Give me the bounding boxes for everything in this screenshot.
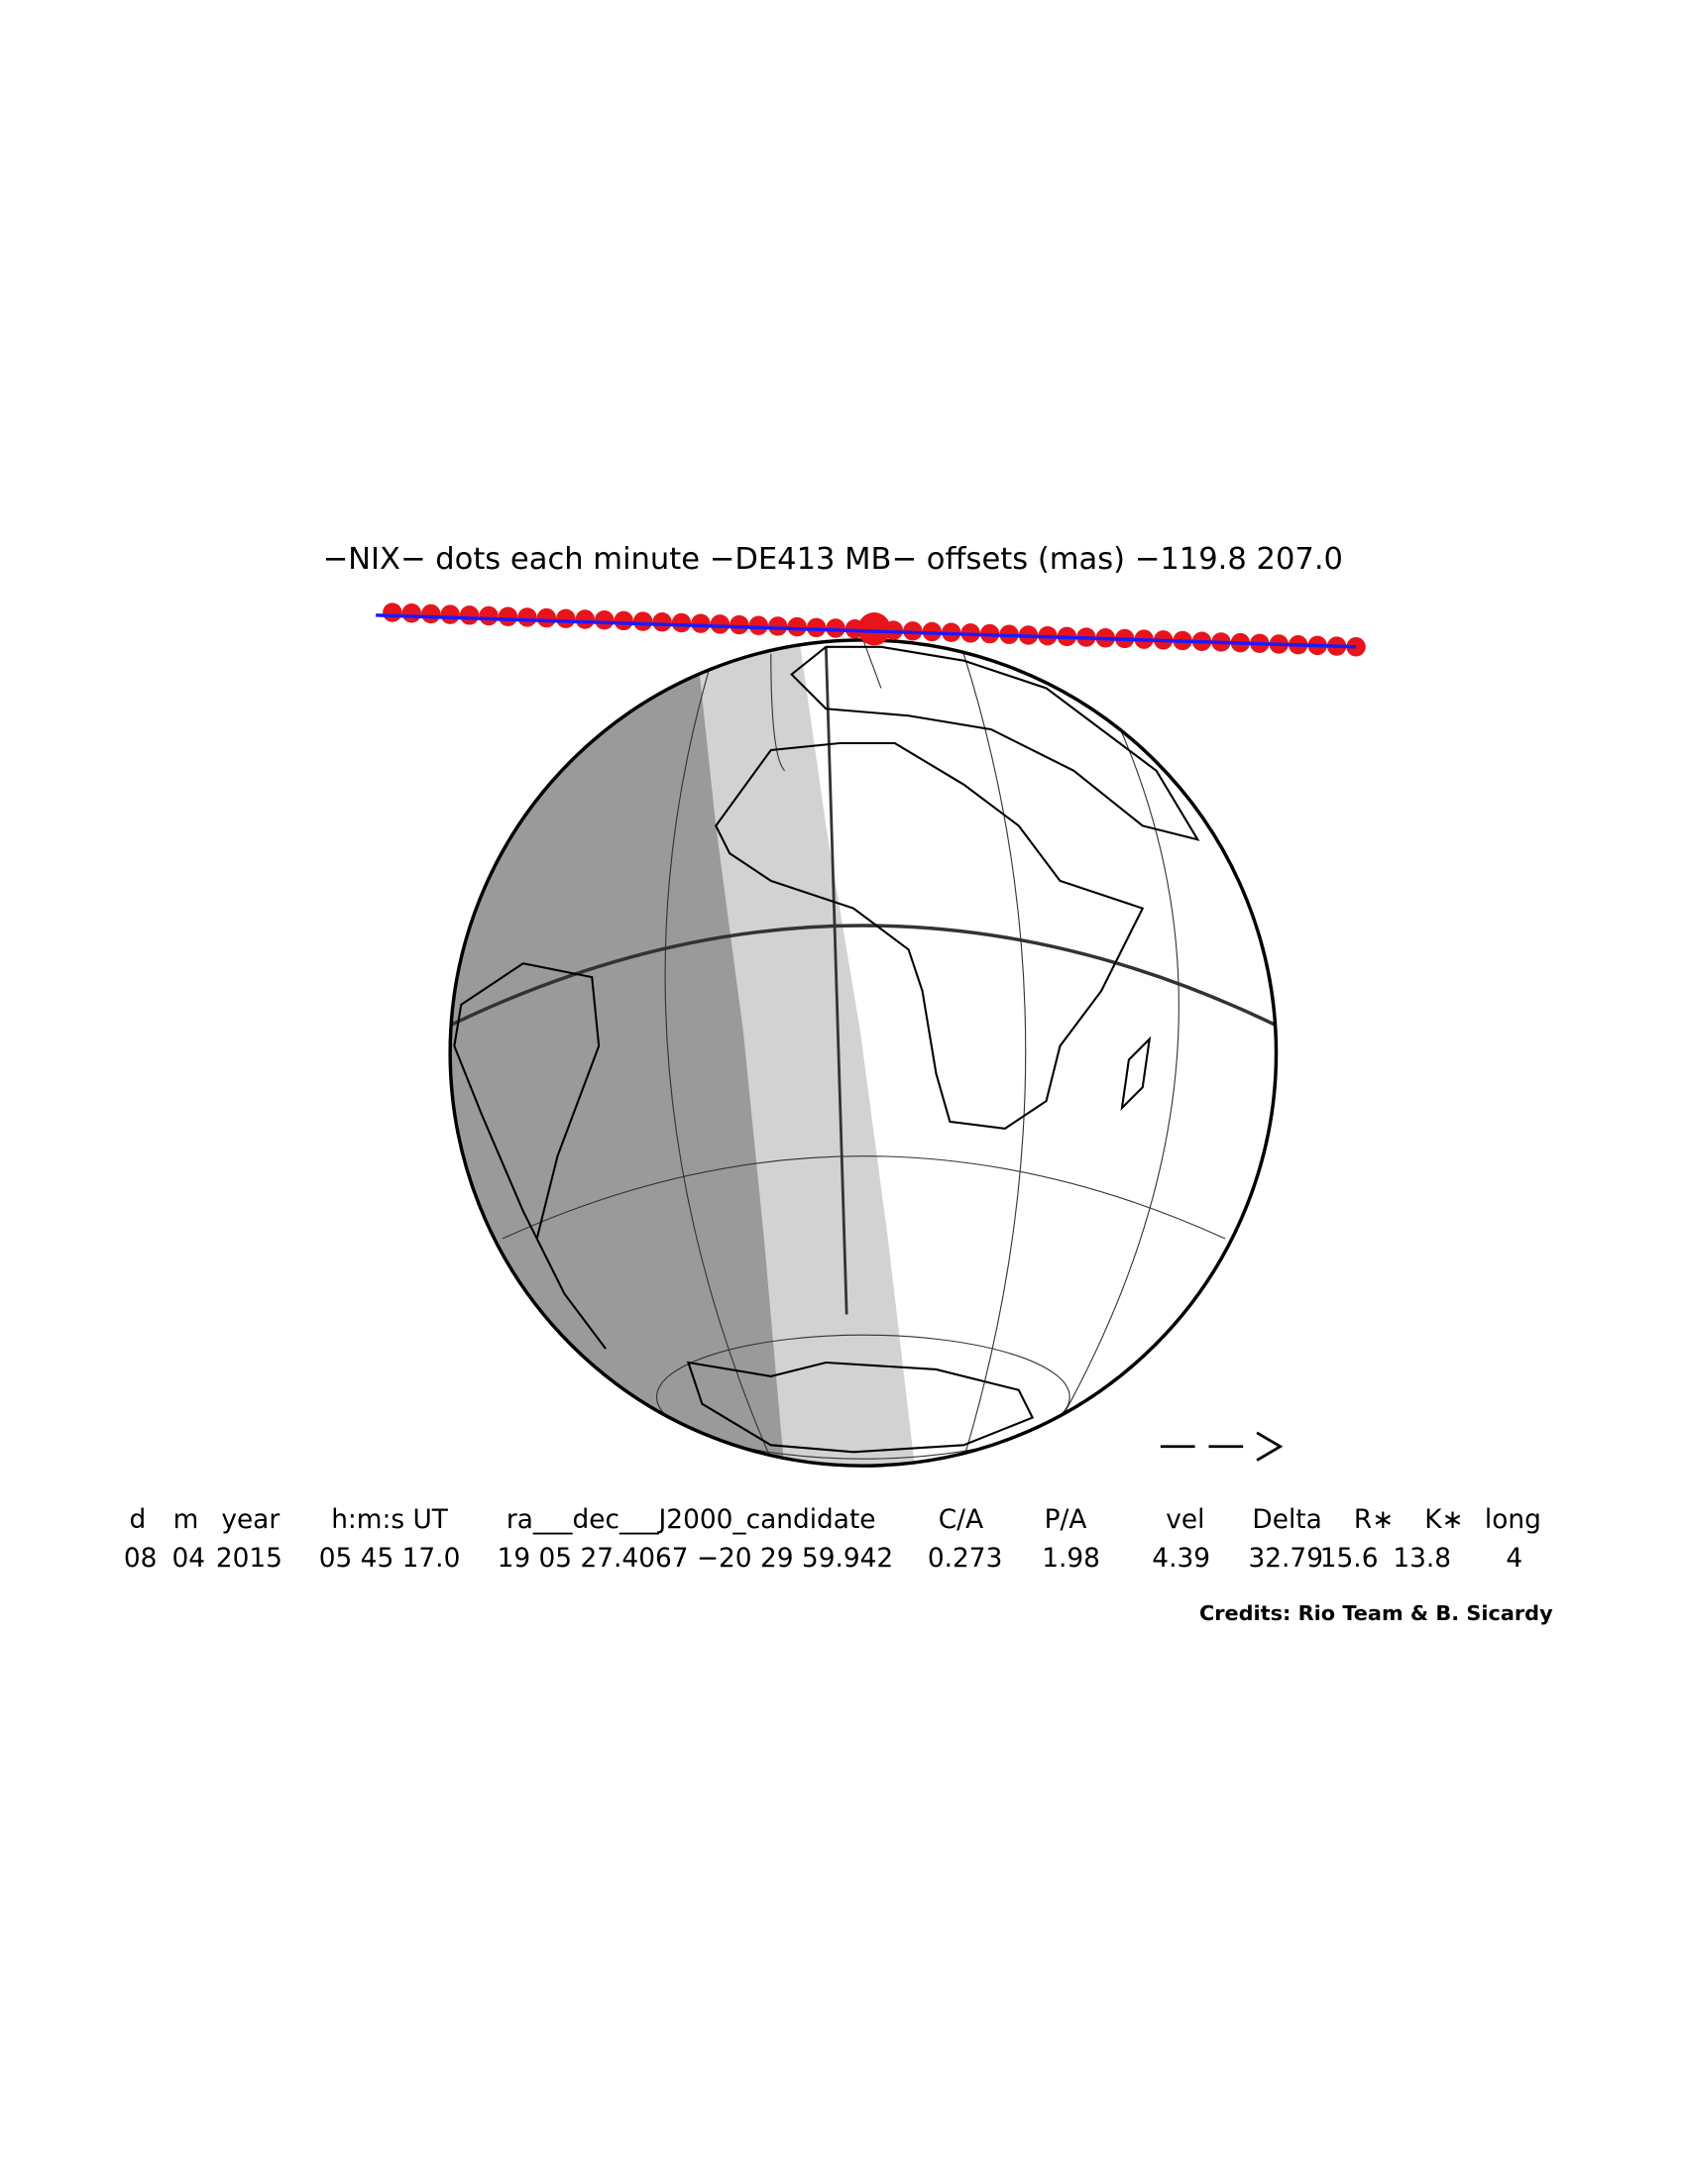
info-table: d m year h:m:s UT ra___dec___J2000_candidate… <box>124 1505 1541 1574</box>
minute-dot <box>652 612 672 632</box>
table-value: 04 <box>171 1544 205 1574</box>
minute-dot <box>556 608 576 629</box>
minute-dot <box>691 613 711 633</box>
minute-dot <box>595 609 615 630</box>
minute-dot <box>632 611 653 631</box>
table-header: d <box>130 1505 147 1535</box>
table-value: 2015 <box>216 1544 282 1574</box>
minute-dot <box>671 612 692 633</box>
table-header: m <box>173 1505 199 1535</box>
minute-dot <box>787 616 807 637</box>
table-header: h:m:s UT <box>331 1505 449 1535</box>
table-value: 4 <box>1506 1544 1522 1574</box>
graticule <box>450 639 1277 1460</box>
table-header: long <box>1485 1505 1541 1535</box>
map-group: −NIX− dots each minute −DE413 MB− offset… <box>124 542 1553 1625</box>
minute-dot <box>401 603 422 623</box>
table-value: 1.98 <box>1042 1544 1100 1574</box>
minute-dot <box>459 605 480 625</box>
minute-dot <box>806 617 827 638</box>
minute-dot <box>421 603 441 624</box>
credits: Credits: Rio Team & B. Sicardy <box>1199 1601 1553 1625</box>
minute-dot <box>517 607 537 627</box>
table-header: K∗ <box>1424 1505 1463 1535</box>
minute-dot <box>383 602 402 622</box>
table-value: 05 45 17.0 <box>319 1544 461 1574</box>
night-side <box>450 639 785 1467</box>
direction-arrow <box>1160 1431 1284 1462</box>
minute-dot <box>748 615 769 635</box>
table-header: R∗ <box>1354 1505 1394 1535</box>
minute-dot <box>575 609 596 629</box>
minute-dot <box>498 606 518 626</box>
minute-dot <box>536 607 557 628</box>
globe-shading <box>450 639 1277 1467</box>
track-line <box>376 613 1357 649</box>
minute-dot <box>826 618 845 638</box>
shadow-track <box>376 602 1366 657</box>
table-value: 08 <box>124 1544 158 1574</box>
table-value: 32.79 <box>1248 1544 1323 1574</box>
table-header: P/A <box>1045 1505 1087 1535</box>
minute-dot <box>440 604 460 624</box>
minute-dot <box>614 610 633 631</box>
table-header: Delta <box>1252 1505 1321 1535</box>
coastlines <box>453 645 1200 1454</box>
table-header: C/A <box>939 1505 983 1535</box>
table-value: 4.39 <box>1152 1544 1210 1574</box>
minute-dot <box>479 605 499 626</box>
table-value: 15.6 <box>1320 1544 1379 1574</box>
table-header: vel <box>1166 1505 1204 1535</box>
minute-dot <box>710 614 730 634</box>
minute-dot <box>730 614 749 635</box>
closest-approach-dot <box>857 612 891 646</box>
minute-dot <box>768 616 788 636</box>
table-header: ra___dec___J2000_candidate <box>506 1505 876 1535</box>
map-title: −NIX− dots each minute −DE413 MB− offset… <box>323 542 1343 577</box>
table-value: 19 05 27.4067 −20 29 59.942 <box>498 1544 894 1574</box>
table-header: year <box>221 1505 280 1535</box>
table-value: 0.273 <box>928 1544 1003 1574</box>
table-value: 13.8 <box>1393 1544 1451 1574</box>
